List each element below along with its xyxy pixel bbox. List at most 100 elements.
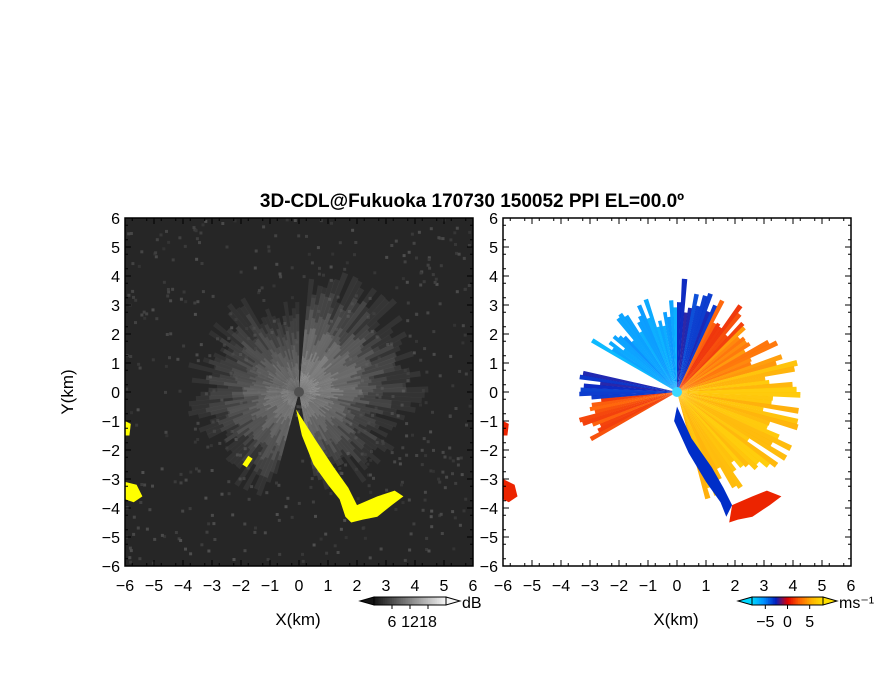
- echo-ray: [208, 330, 299, 392]
- noise-speck: [132, 295, 135, 299]
- echo-ray: [283, 366, 299, 392]
- noise-speck: [148, 508, 152, 512]
- noise-speck: [455, 251, 458, 255]
- echo-ray: [286, 366, 299, 392]
- noise-speck: [405, 422, 409, 426]
- noise-speck: [324, 532, 328, 536]
- echo-ray: [299, 392, 316, 394]
- echo-ray: [266, 387, 299, 392]
- colorbar-segment: [390, 597, 393, 605]
- echo-ray: [292, 318, 299, 392]
- echo-ray: [278, 392, 299, 457]
- noise-speck: [398, 462, 402, 466]
- echo-ray: [276, 364, 299, 392]
- velocity-ray: [578, 392, 677, 423]
- noise-speck: [415, 454, 419, 457]
- noise-speck: [212, 389, 216, 393]
- echo-ray: [282, 345, 299, 392]
- colorbar-over-triangle: [445, 596, 462, 606]
- echo-ray: [228, 385, 299, 392]
- echo-ray: [299, 387, 335, 392]
- echo-ray: [299, 392, 327, 421]
- echo-ray: [299, 392, 366, 447]
- echo-ray: [299, 333, 356, 392]
- echo-ray: [227, 303, 299, 392]
- noise-speck: [227, 336, 231, 340]
- noise-speck: [363, 536, 367, 540]
- echo-ray: [299, 388, 373, 393]
- echo-ray: [269, 339, 299, 392]
- noise-speck: [277, 518, 281, 522]
- echo-ray: [299, 392, 368, 464]
- echo-ray: [224, 357, 299, 392]
- colorbar-segment: [437, 597, 440, 605]
- noise-speck: [422, 437, 426, 441]
- noise-speck: [443, 486, 447, 490]
- noise-speck: [356, 497, 360, 501]
- echo-ray: [259, 392, 299, 446]
- colorbar-segment: [420, 597, 424, 605]
- noise-speck: [310, 477, 314, 481]
- echo-ray: [299, 392, 352, 406]
- velocity-ray: [638, 315, 677, 392]
- noise-speck: [207, 522, 211, 526]
- echo-ray: [299, 392, 329, 446]
- noise-speck: [409, 532, 413, 536]
- noise-speck: [406, 319, 410, 323]
- y-tick-label: 4: [489, 269, 498, 286]
- echo-ray: [219, 337, 299, 392]
- echo-ray: [299, 364, 402, 392]
- noise-speck: [213, 429, 216, 433]
- echo-ray: [238, 392, 299, 426]
- velocity-edge-region: [503, 479, 518, 503]
- velocity-ray: [677, 392, 750, 442]
- echo-ray: [200, 391, 299, 397]
- echo-ray: [268, 372, 299, 392]
- noise-speck: [317, 309, 321, 313]
- noise-speck: [284, 505, 288, 509]
- echo-ray: [299, 392, 361, 412]
- echo-ray: [299, 392, 355, 430]
- echo-ray: [211, 372, 299, 392]
- echo-ray: [299, 387, 356, 392]
- echo-ray: [263, 357, 299, 392]
- noise-speck: [201, 290, 205, 294]
- noise-speck: [329, 265, 333, 269]
- echo-ray: [299, 392, 370, 405]
- echo-ray: [264, 366, 299, 392]
- noise-speck: [307, 252, 311, 256]
- echo-ray: [283, 392, 299, 418]
- colorbar-segment: [796, 597, 799, 605]
- noise-speck: [171, 258, 175, 262]
- noise-speck: [254, 347, 258, 350]
- echo-ray: [269, 328, 299, 392]
- noise-speck: [165, 434, 169, 438]
- echo-ray: [299, 278, 315, 392]
- echo-ray: [299, 309, 346, 392]
- noise-speck: [390, 244, 394, 247]
- noise-speck: [295, 413, 299, 417]
- noise-speck: [277, 415, 281, 419]
- noise-speck: [432, 352, 436, 356]
- colorbar-over-triangle: [822, 596, 839, 606]
- echo-ray: [255, 338, 299, 392]
- velocity-ray: [677, 360, 777, 392]
- noise-speck: [467, 284, 471, 287]
- noise-speck: [458, 523, 462, 527]
- noise-speck: [130, 411, 133, 415]
- echo-ray: [292, 345, 299, 392]
- echo-ray: [299, 349, 375, 392]
- noise-speck: [270, 450, 274, 454]
- colorbar-segment: [444, 597, 447, 605]
- echo-ray: [289, 315, 299, 392]
- echo-ray: [299, 315, 403, 392]
- echo-ray: [299, 392, 345, 411]
- echo-ray: [265, 392, 299, 422]
- echo-ray: [273, 392, 299, 447]
- echo-ray: [299, 327, 343, 392]
- echo-ray: [295, 363, 299, 392]
- echo-ray: [299, 392, 378, 441]
- echo-ray: [299, 364, 348, 392]
- noise-speck: [290, 266, 294, 270]
